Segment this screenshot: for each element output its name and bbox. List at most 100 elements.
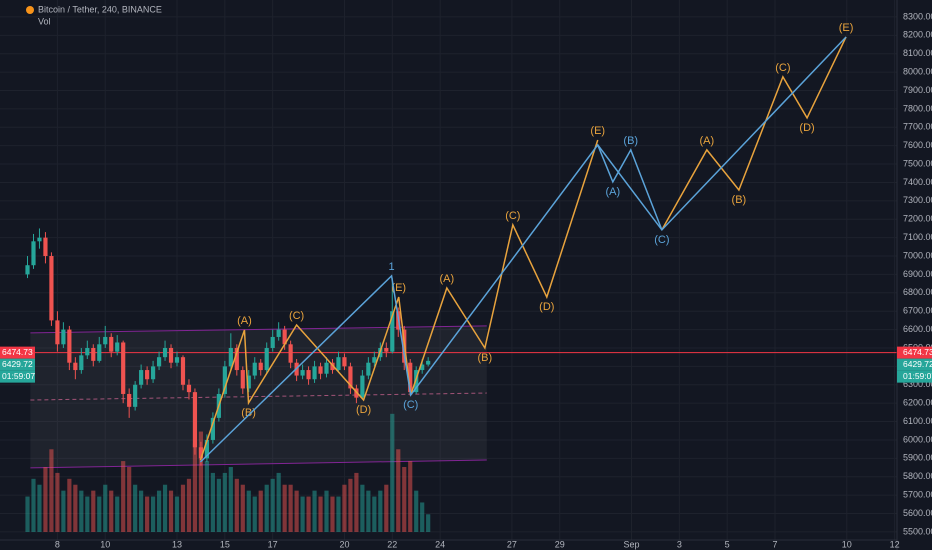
volume-bar <box>61 490 66 532</box>
candle-body <box>342 357 347 367</box>
grid <box>0 0 897 540</box>
price-tag-label: 6429.72 <box>2 359 33 369</box>
candle-body <box>127 393 132 407</box>
candle-body <box>55 320 60 345</box>
candle-body <box>192 392 198 448</box>
x-tick-label: Sep <box>623 539 639 549</box>
candle-body <box>204 439 210 459</box>
candle-body <box>25 265 30 275</box>
x-tick-label: 20 <box>339 539 349 549</box>
wave-label: (A) <box>605 186 620 198</box>
y-tick-label: 6600.00 <box>903 324 932 334</box>
price-tag <box>0 370 35 383</box>
candle-body <box>348 366 353 389</box>
y-tick-label: 6800.00 <box>903 287 932 297</box>
volume-bar <box>73 484 78 532</box>
candle-body <box>150 366 156 380</box>
volume-bar <box>378 490 383 532</box>
volume-bar <box>354 472 359 532</box>
candle-body <box>246 375 251 389</box>
volume-bar <box>91 490 96 532</box>
volume-bar <box>228 467 233 532</box>
candle-body <box>426 360 431 365</box>
wave-line <box>597 144 663 231</box>
volume-bar <box>408 461 413 532</box>
volume-bar <box>342 484 347 532</box>
candle-body <box>109 336 114 352</box>
volume-bar <box>25 496 30 532</box>
candle-body <box>360 375 365 398</box>
candle-body <box>186 384 192 393</box>
x-tick-label: 27 <box>507 539 517 549</box>
y-tick-label: 6700.00 <box>903 306 932 316</box>
volume-bar <box>139 490 144 532</box>
volume-bar <box>390 413 395 532</box>
candle-body <box>336 357 341 371</box>
volume-bar <box>168 490 174 532</box>
candle-body <box>139 370 144 385</box>
candle-body <box>264 347 269 371</box>
candle-body <box>234 347 239 371</box>
price-tag <box>0 358 35 371</box>
x-tick-label: 10 <box>100 539 110 549</box>
wave-label: (B) <box>478 352 493 364</box>
candle-body <box>390 311 395 352</box>
x-tick-label: 17 <box>268 539 278 549</box>
wave-label: (D) <box>356 404 371 416</box>
wave-label: (A) <box>237 315 252 327</box>
volume-bar <box>103 484 108 532</box>
candle-body <box>85 347 90 356</box>
wave-label: (B) <box>732 194 747 206</box>
volume-bar <box>258 490 263 532</box>
y-tick-label: 7400.00 <box>903 177 932 187</box>
y-tick-label: 7100.00 <box>903 232 932 242</box>
volume-bar <box>426 514 431 532</box>
candle-body <box>67 329 72 363</box>
wave-label: (D) <box>539 301 554 313</box>
volume-bar <box>127 467 132 532</box>
candle-body <box>174 357 180 363</box>
candle-body <box>133 384 138 407</box>
candle-body <box>162 347 168 358</box>
y-tick-label: 6900.00 <box>903 269 932 279</box>
candle-body <box>115 342 120 352</box>
volume-bar <box>180 484 186 532</box>
volume-bar <box>252 496 257 532</box>
y-tick-label: 7200.00 <box>903 214 932 224</box>
volume-bar <box>109 490 114 532</box>
candle-body <box>49 256 54 321</box>
y-tick-label: 6300.00 <box>903 379 932 389</box>
y-tick-label: 7900.00 <box>903 85 932 95</box>
candle-body <box>97 344 102 361</box>
candles <box>25 228 431 466</box>
candle-body <box>168 347 174 363</box>
volume-bar <box>43 467 48 532</box>
x-tick-label: 7 <box>773 539 778 549</box>
x-tick-label: 13 <box>172 539 182 549</box>
volume-bar <box>318 496 323 532</box>
candle-body <box>240 370 245 389</box>
volume-bar <box>198 431 204 532</box>
volume-bar <box>288 484 293 532</box>
y-tick-label: 5600.00 <box>903 508 932 518</box>
y-tick-label: 5700.00 <box>903 489 932 499</box>
volume-bar <box>186 478 192 532</box>
volume-bar <box>192 443 198 532</box>
volume-bar <box>324 490 329 532</box>
y-tick-label: 8100.00 <box>903 48 932 58</box>
y-tick-label: 6100.00 <box>903 416 932 426</box>
volume-bar <box>396 449 401 532</box>
volume-bar <box>85 496 90 532</box>
candle-body <box>408 362 413 393</box>
wave-label: (D) <box>799 122 814 134</box>
wave-label: (B) <box>623 135 638 147</box>
candle-body <box>31 241 36 266</box>
volume-bar <box>216 478 221 532</box>
volume-pane <box>25 413 431 532</box>
candle-body <box>306 370 311 380</box>
volume-bar <box>115 496 120 532</box>
wave-label: (C) <box>289 310 304 322</box>
volume-bar <box>234 478 239 532</box>
candle-body <box>252 362 257 376</box>
